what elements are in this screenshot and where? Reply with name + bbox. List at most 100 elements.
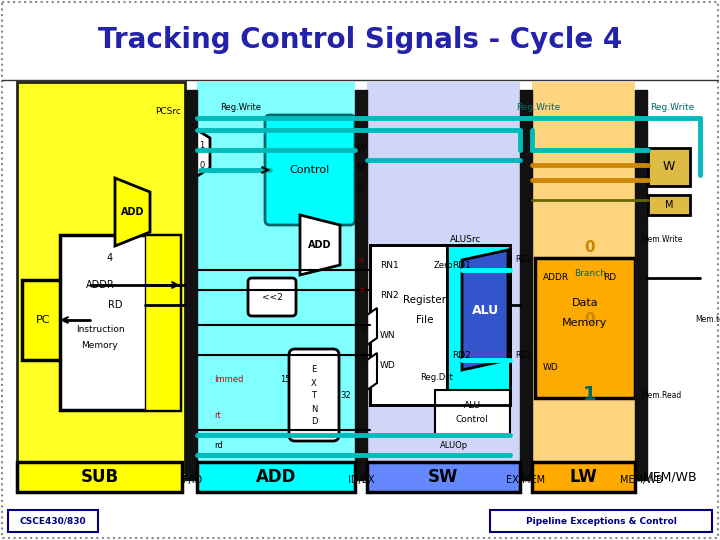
Text: ALU: ALU (464, 401, 480, 409)
Text: 0: 0 (585, 240, 595, 255)
Text: ADDR: ADDR (543, 273, 569, 282)
Text: WD: WD (543, 363, 559, 373)
Bar (17, 462, 182, 492)
Text: 1: 1 (583, 386, 597, 404)
Text: EX/MEM: EX/MEM (506, 475, 546, 485)
Text: RD1: RD1 (452, 260, 471, 269)
Text: 5: 5 (361, 357, 365, 363)
Text: E: E (357, 183, 363, 193)
Text: ALU: ALU (472, 303, 498, 316)
Text: Reg.Write: Reg.Write (516, 104, 560, 112)
Bar (532, 82, 635, 472)
Bar (435, 390, 510, 435)
Bar (370, 245, 447, 405)
Text: ADD: ADD (121, 207, 145, 217)
Text: IF/ID: IF/ID (180, 475, 202, 485)
Text: Mem.toReg: Mem.toReg (695, 315, 720, 325)
Text: ADD: ADD (256, 468, 296, 486)
Polygon shape (462, 250, 508, 370)
Text: MEM/WB: MEM/WB (643, 470, 697, 483)
Text: 4: 4 (107, 253, 113, 263)
Bar (197, 82, 355, 472)
Text: ID/EX: ID/EX (348, 475, 374, 485)
Bar (355, 90, 367, 480)
Text: W: W (663, 160, 675, 173)
FancyBboxPatch shape (265, 115, 355, 225)
Bar (8, 510, 98, 532)
Bar (447, 245, 510, 405)
Text: RD2: RD2 (452, 350, 471, 360)
Text: 0: 0 (199, 160, 204, 170)
Text: ADD: ADD (308, 240, 332, 250)
Bar (197, 462, 355, 492)
Text: T: T (312, 392, 317, 401)
Bar (535, 258, 635, 398)
Text: rd: rd (214, 441, 222, 449)
Text: LW: LW (569, 468, 597, 486)
Text: rt: rt (359, 287, 365, 293)
Text: SW: SW (428, 468, 458, 486)
Bar (520, 90, 532, 480)
Text: ADDR: ADDR (86, 280, 114, 290)
FancyBboxPatch shape (289, 349, 339, 441)
Text: RN2: RN2 (380, 291, 399, 300)
Text: Control: Control (290, 165, 330, 175)
Text: Instruction: Instruction (76, 326, 125, 334)
Text: Zero: Zero (433, 260, 453, 269)
Text: MEM/WB: MEM/WB (620, 475, 662, 485)
Bar (648, 148, 690, 186)
Text: N: N (311, 404, 318, 414)
Text: RN1: RN1 (380, 260, 399, 269)
Text: Reg.Dst: Reg.Dst (420, 374, 453, 382)
Text: W: W (357, 143, 366, 153)
Text: 15: 15 (280, 375, 290, 384)
Text: rt: rt (214, 410, 221, 420)
Text: <<2: <<2 (261, 293, 282, 301)
Text: Mem.Read: Mem.Read (641, 390, 681, 400)
Text: Pipeline Exceptions & Control: Pipeline Exceptions & Control (526, 516, 676, 525)
Bar (185, 90, 197, 480)
Text: 5: 5 (361, 327, 365, 333)
Text: 32: 32 (340, 390, 351, 400)
Text: Reg.Write: Reg.Write (650, 104, 694, 112)
Text: Immed: Immed (214, 375, 243, 384)
Text: Register: Register (403, 295, 446, 305)
Bar (635, 90, 647, 480)
Bar (60, 235, 180, 410)
Bar (367, 462, 520, 492)
Text: CSCE430/830: CSCE430/830 (19, 516, 86, 525)
Text: 1: 1 (199, 140, 204, 150)
Bar (648, 195, 690, 215)
Text: Reg.Write: Reg.Write (220, 104, 261, 112)
Text: RD: RD (603, 273, 616, 282)
Polygon shape (194, 128, 210, 178)
Bar (17, 82, 185, 472)
Text: D: D (311, 417, 318, 427)
Polygon shape (300, 215, 340, 275)
Text: rs: rs (359, 257, 365, 263)
Text: E: E (311, 366, 317, 375)
Text: ALUSrc: ALUSrc (450, 235, 482, 245)
Text: RD1: RD1 (515, 255, 531, 265)
Text: Control: Control (456, 415, 488, 424)
Text: Memory: Memory (562, 318, 608, 328)
Text: ALUOp: ALUOp (440, 441, 468, 449)
Text: Tracking Control Signals - Cycle 4: Tracking Control Signals - Cycle 4 (98, 26, 622, 54)
Text: 0: 0 (585, 313, 595, 327)
Bar (367, 82, 520, 472)
Text: RD2: RD2 (515, 350, 531, 360)
Text: X: X (311, 379, 317, 388)
Polygon shape (367, 353, 377, 390)
Polygon shape (367, 308, 377, 345)
Text: SUB: SUB (81, 468, 119, 486)
Text: File: File (416, 315, 433, 325)
Bar (490, 510, 712, 532)
Bar (22, 280, 64, 360)
Text: Memory: Memory (81, 341, 118, 349)
Bar (532, 462, 635, 492)
Text: Mem.Write: Mem.Write (641, 235, 683, 245)
Text: PC: PC (36, 315, 50, 325)
Text: M: M (357, 163, 366, 173)
Text: Branch: Branch (574, 268, 606, 278)
Text: WN: WN (380, 330, 395, 340)
